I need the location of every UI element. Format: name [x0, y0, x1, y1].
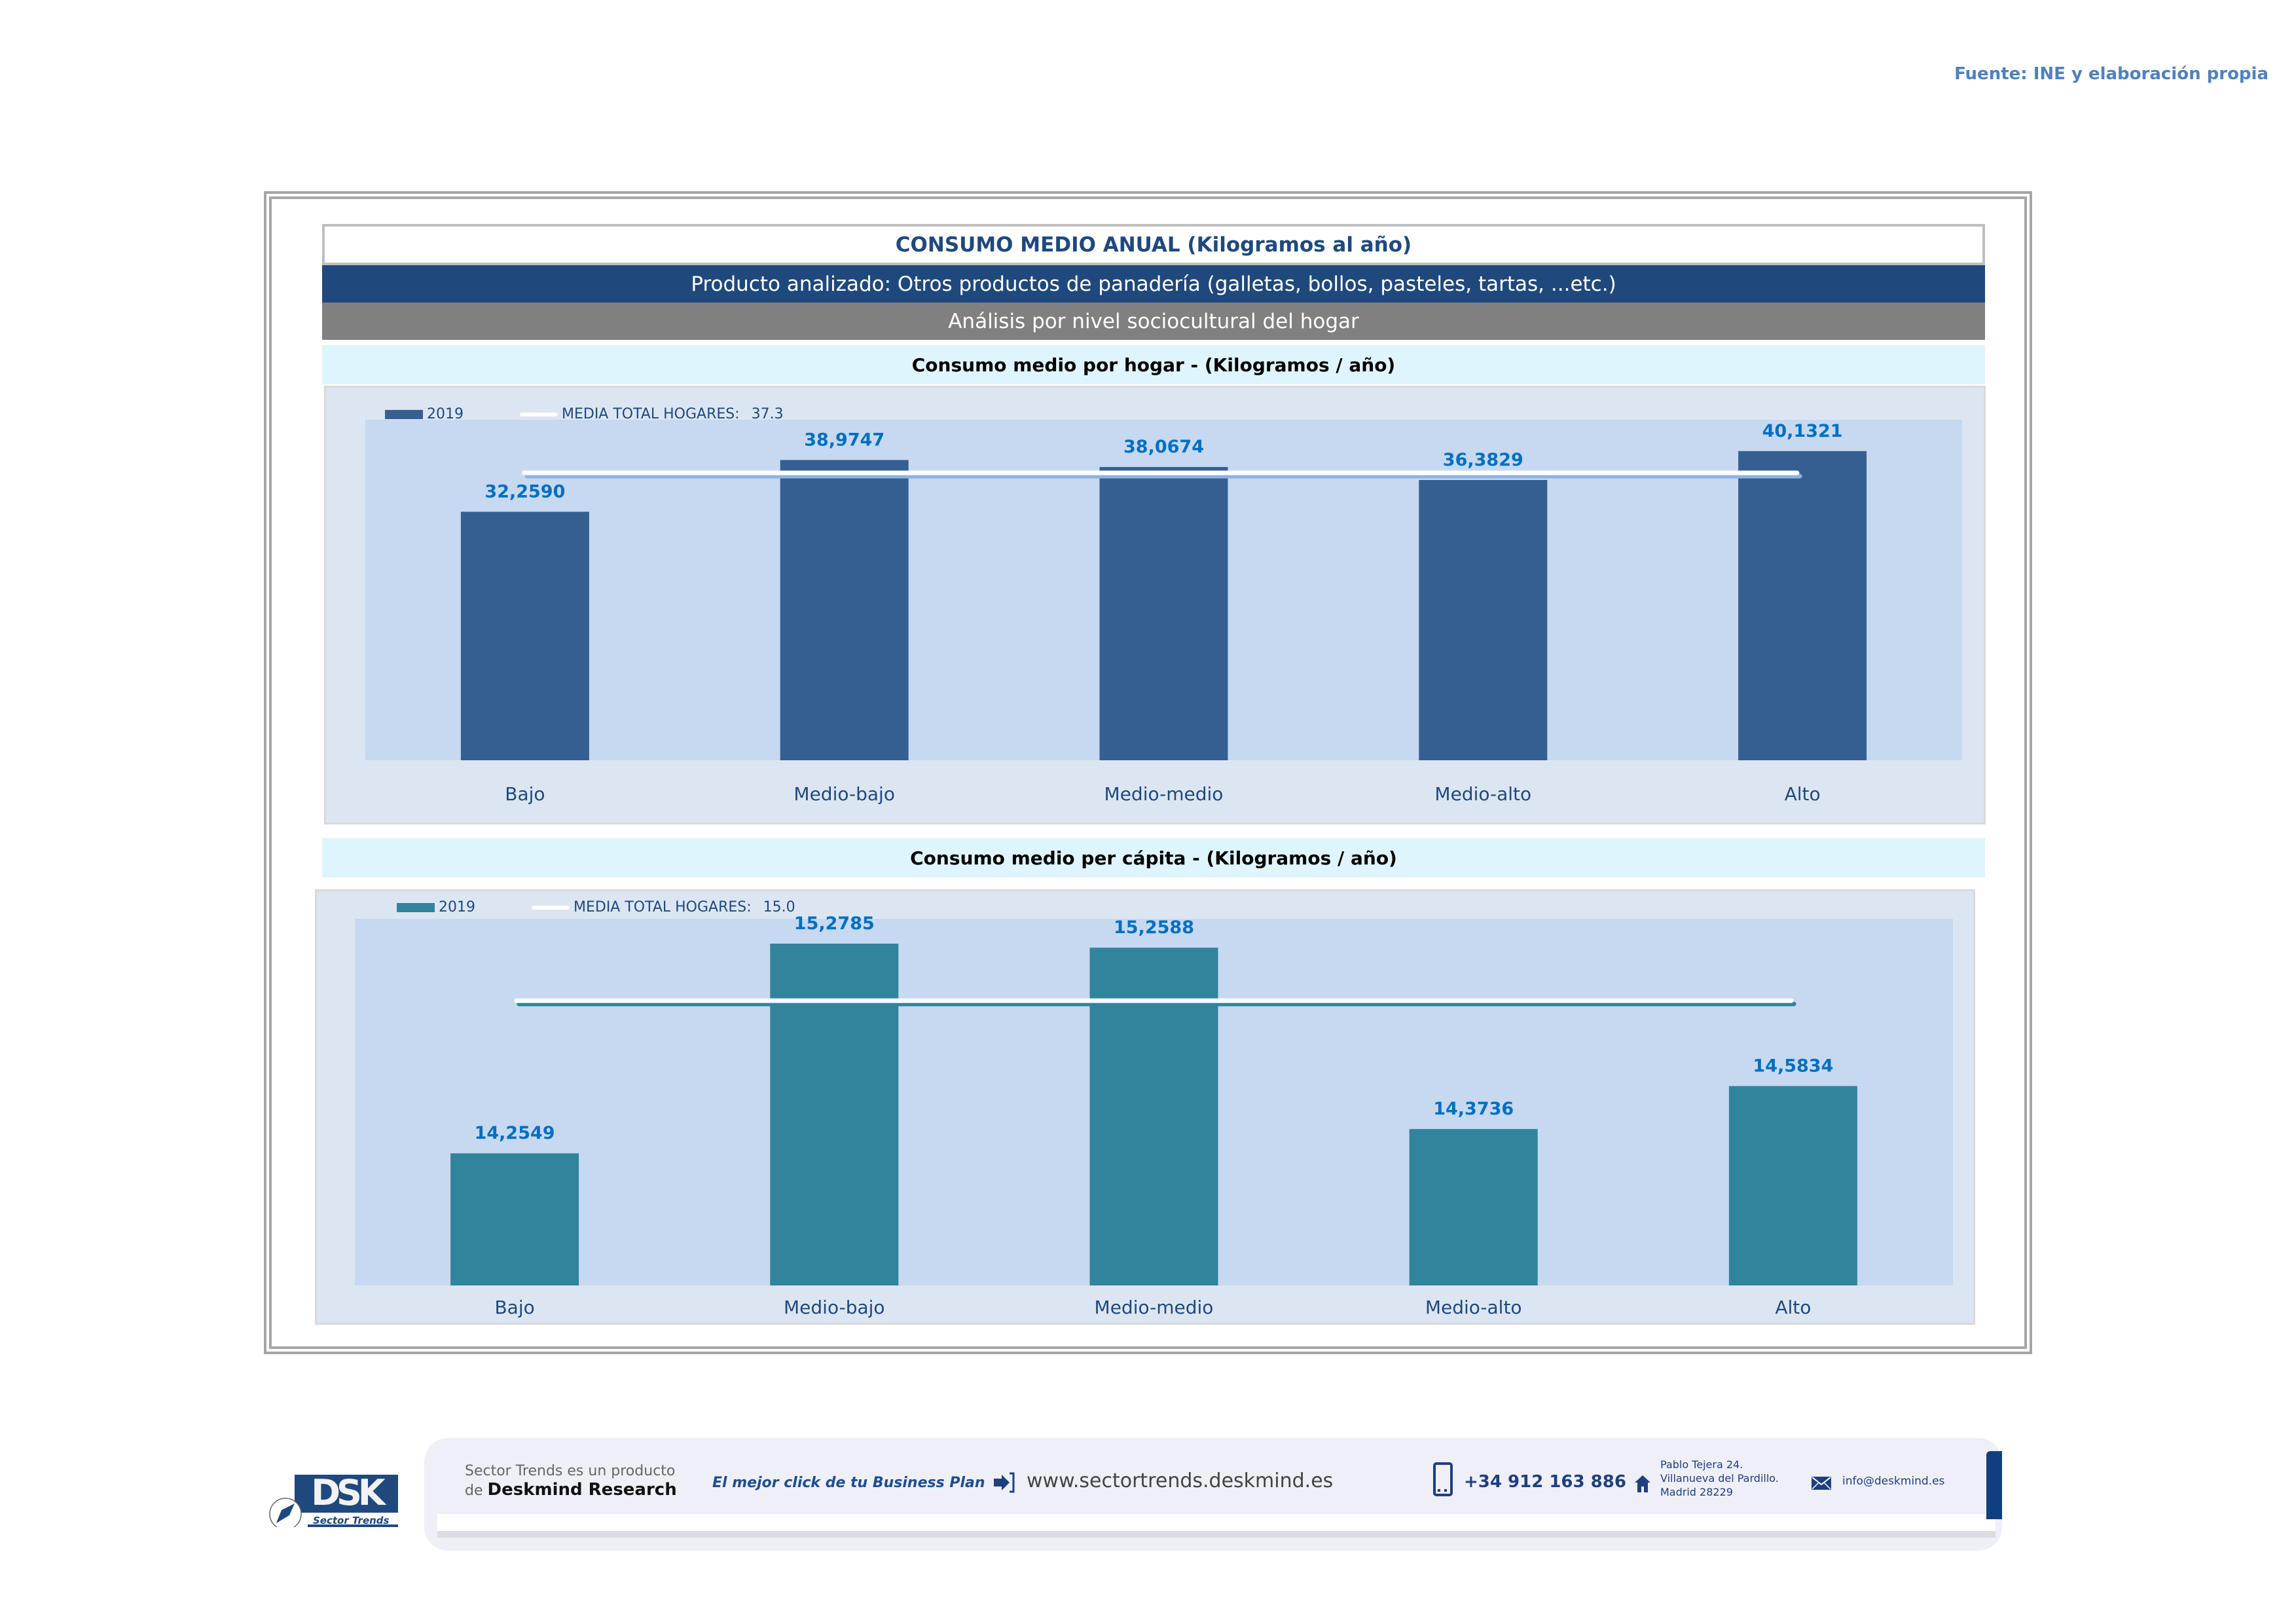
bar-medio-alto [1419, 479, 1548, 760]
legend-mean-value: 15.0 [763, 899, 795, 915]
legend-label-mean: MEDIA TOTAL HOGARES: [562, 406, 740, 422]
bar-bajo [460, 511, 589, 760]
legend-label-2019: 2019 [427, 406, 464, 422]
legend-label-mean: MEDIA TOTAL HOGARES: [574, 899, 752, 915]
category-label: Alto [1785, 783, 1821, 805]
chart-consumo-percapita: 2019 MEDIA TOTAL HOGARES: 15.0 14,2549 Ba… [315, 889, 1975, 1325]
footer-phone[interactable]: +34 912 163 886 [1464, 1472, 1626, 1492]
data-label: 15,2785 [794, 913, 875, 934]
footer-product-line2: de Deskmind Research [465, 1480, 677, 1500]
report-frame-inner [269, 196, 2027, 1349]
legend-swatch-mean [532, 905, 570, 910]
legend-swatch-2019 [385, 409, 423, 419]
footer-banner: Sector Trends es un producto de Deskmind… [424, 1438, 2002, 1551]
product-banner: Producto analizado: Otros productos de p… [322, 265, 1985, 303]
bar-alto [1738, 451, 1867, 760]
report-frame [264, 191, 2032, 1354]
legend-swatch-mean [520, 412, 558, 416]
address-line: Pablo Tejera 24. [1660, 1458, 1743, 1471]
arrow-icon [276, 1504, 295, 1523]
data-label: 32,2590 [484, 481, 565, 502]
mobile-phone-icon [1432, 1462, 1453, 1500]
chart-title-percapita: Consumo medio per cápita - (Kilogramos /… [322, 838, 1985, 877]
data-label: 38,9747 [804, 430, 884, 450]
data-label: 14,3736 [1433, 1099, 1514, 1119]
logo-subtitle: Sector Trends [313, 1515, 390, 1526]
category-label: Medio-bajo [784, 1297, 885, 1318]
category-label: Medio-medio [1104, 783, 1224, 805]
bar-medio-alto [1409, 1129, 1538, 1285]
footer-brand: Deskmind Research [487, 1480, 677, 1500]
bar-bajo [450, 1153, 579, 1285]
chart-svg-hogar: 32,2590 Bajo 38,9747 Medio-bajo 38,0674 Medio… [365, 420, 1962, 805]
chart-legend: 2019 MEDIA TOTAL HOGARES: 15.0 [397, 899, 795, 915]
chart-consumo-hogar: 2019 MEDIA TOTAL HOGARES: 37.3 32,2590 Ba… [324, 386, 1986, 824]
report-title: CONSUMO MEDIO ANUAL (Kilogramos al año) [322, 224, 1985, 265]
data-label: 14,5834 [1753, 1056, 1833, 1076]
category-label: Medio-alto [1425, 1297, 1522, 1318]
dsk-sector-trends-logo: DSK Sector Trends [267, 1462, 405, 1530]
bar-alto [1728, 1086, 1857, 1285]
category-label: Bajo [494, 1297, 534, 1318]
home-icon [1634, 1475, 1651, 1496]
bar-medio-bajo [780, 460, 909, 760]
address-line: Villanueva del Pardillo. [1660, 1472, 1779, 1485]
footer-address: Pablo Tejera 24. Villanueva del Pardillo… [1660, 1458, 1779, 1499]
bar-medio-medio [1089, 948, 1218, 1285]
legend-mean-value: 37.3 [751, 406, 784, 422]
bar-medio-bajo [770, 944, 899, 1285]
data-label: 40,1321 [1762, 421, 1843, 441]
footer-slogan: El mejor click de tu Business Plan [712, 1475, 985, 1491]
category-label: Medio-bajo [793, 783, 895, 805]
legend-label-2019: 2019 [439, 899, 475, 915]
chart-svg-percapita: 14,2549 Bajo 15,2785 Medio-bajo 15,2588 Medio… [355, 913, 1953, 1318]
login-arrow-icon [993, 1471, 1016, 1497]
category-label: Bajo [505, 783, 545, 805]
category-label: Medio-medio [1095, 1297, 1214, 1318]
category-label: Medio-alto [1434, 783, 1531, 805]
footer-product-prefix: de [465, 1483, 483, 1499]
logo-dsk-text: DSK [311, 1472, 387, 1513]
data-label: 36,3829 [1443, 450, 1523, 470]
data-label: 38,0674 [1123, 437, 1204, 457]
banner-edge-accent [1986, 1451, 2002, 1519]
analysis-banner: Análisis por nivel sociocultural del hog… [322, 303, 1985, 340]
chart-legend: 2019 MEDIA TOTAL HOGARES: 37.3 [385, 406, 784, 422]
address-line: Madrid 28229 [1660, 1486, 1733, 1498]
footer-product-line1: Sector Trends es un producto [465, 1463, 676, 1479]
category-label: Alto [1775, 1297, 1811, 1318]
data-label: 15,2588 [1114, 917, 1194, 938]
footer-website-link[interactable]: www.sectortrends.deskmind.es [1027, 1469, 1334, 1492]
legend-swatch-2019 [397, 902, 435, 912]
chart-title-hogar: Consumo medio por hogar - (Kilogramos / … [322, 345, 1985, 384]
bar-medio-medio [1099, 467, 1228, 760]
source-note: Fuente: INE y elaboración propia [1954, 64, 2269, 84]
footer-email[interactable]: info@deskmind.es [1842, 1475, 1945, 1488]
envelope-icon [1811, 1476, 1832, 1493]
data-label: 14,2549 [475, 1123, 555, 1143]
